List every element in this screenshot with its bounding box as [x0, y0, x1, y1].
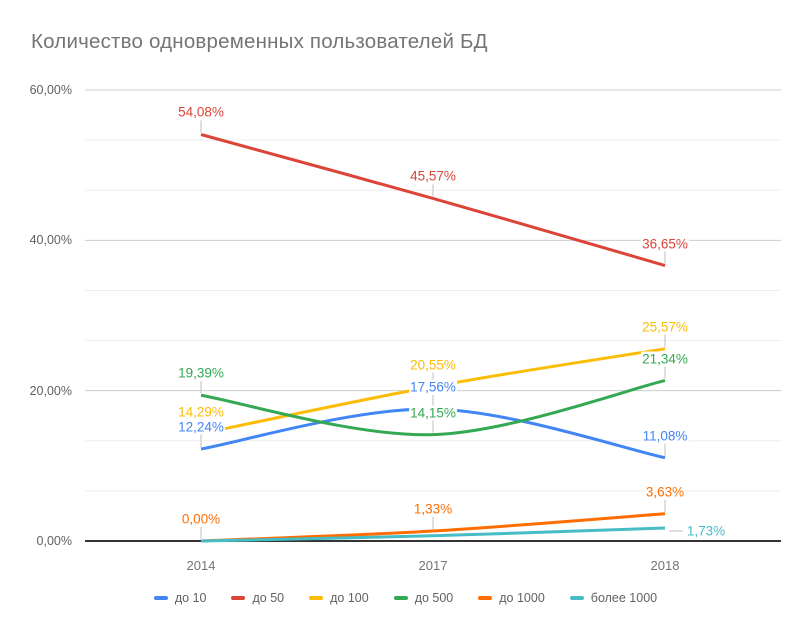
legend-label: до 500 — [414, 591, 454, 605]
legend-label: до 50 — [252, 591, 285, 605]
data-label-до-10-2014: 12,24% — [177, 419, 225, 435]
data-label-до-500-2017: 14,15% — [409, 405, 457, 421]
legend: до 10 до 50 до 100 до 500 до 1000 более 1000 — [0, 589, 811, 607]
legend-item-до-500[interactable]: до 500 — [393, 591, 454, 605]
legend-swatch-icon — [478, 595, 493, 601]
series-line-до-500 — [200, 379, 666, 437]
data-label-до-500-2018: 21,34% — [641, 351, 689, 367]
data-label-до-10-2018: 11,08% — [641, 428, 689, 444]
chart-title: Количество одновременных пользователей Б… — [31, 30, 488, 53]
data-label-до-50-2014: 54,08% — [177, 104, 225, 120]
legend-item-до-100[interactable]: до 100 — [309, 591, 369, 605]
y-tick-label: 20,00% — [29, 383, 72, 398]
legend-label: до 10 — [174, 591, 207, 605]
data-label-до-1000-2018: 3,63% — [644, 484, 686, 500]
data-label-до-50-2017: 45,57% — [409, 168, 457, 184]
legend-item-до-10[interactable]: до 10 — [153, 591, 207, 605]
legend-swatch-icon — [393, 595, 408, 601]
legend-label: до 100 — [330, 591, 369, 605]
data-label-до-100-2017: 20,55% — [409, 357, 457, 373]
legend-swatch-icon — [153, 595, 168, 601]
data-label-до-100-2018: 25,57% — [641, 319, 689, 335]
x-tick-label: 2017 — [418, 558, 448, 573]
legend-item-до-1000[interactable]: до 1000 — [478, 591, 545, 605]
legend-item-до-50[interactable]: до 50 — [231, 591, 284, 605]
data-label-до-500-2014: 19,39% — [177, 365, 225, 381]
y-tick-label: 0,00% — [36, 534, 72, 548]
data-label-до-1000-2014: 0,00% — [180, 511, 222, 527]
x-tick-label: 2014 — [186, 558, 216, 573]
data-label-до-10-2017: 17,56% — [409, 379, 457, 395]
legend-swatch-icon — [569, 595, 584, 601]
legend-item-более-1000[interactable]: более 1000 — [569, 591, 658, 605]
series-line-более-1000 — [200, 526, 666, 543]
data-label-до-1000-2017: 1,33% — [412, 501, 454, 517]
y-tick-label: 60,00% — [29, 83, 72, 97]
legend-swatch-icon — [231, 595, 246, 601]
series-line-до-50 — [200, 133, 666, 267]
data-label-до-50-2018: 36,65% — [641, 236, 689, 251]
x-tick-label: 2018 — [650, 558, 680, 573]
legend-swatch-icon — [309, 595, 324, 601]
legend-label: до 1000 — [499, 591, 545, 605]
data-label-до-100-2014: 14,29% — [177, 404, 225, 420]
data-label-более-1000-2018: 1,73% — [685, 523, 727, 539]
legend-label: более 1000 — [590, 591, 658, 605]
y-tick-label: 40,00% — [29, 233, 72, 248]
